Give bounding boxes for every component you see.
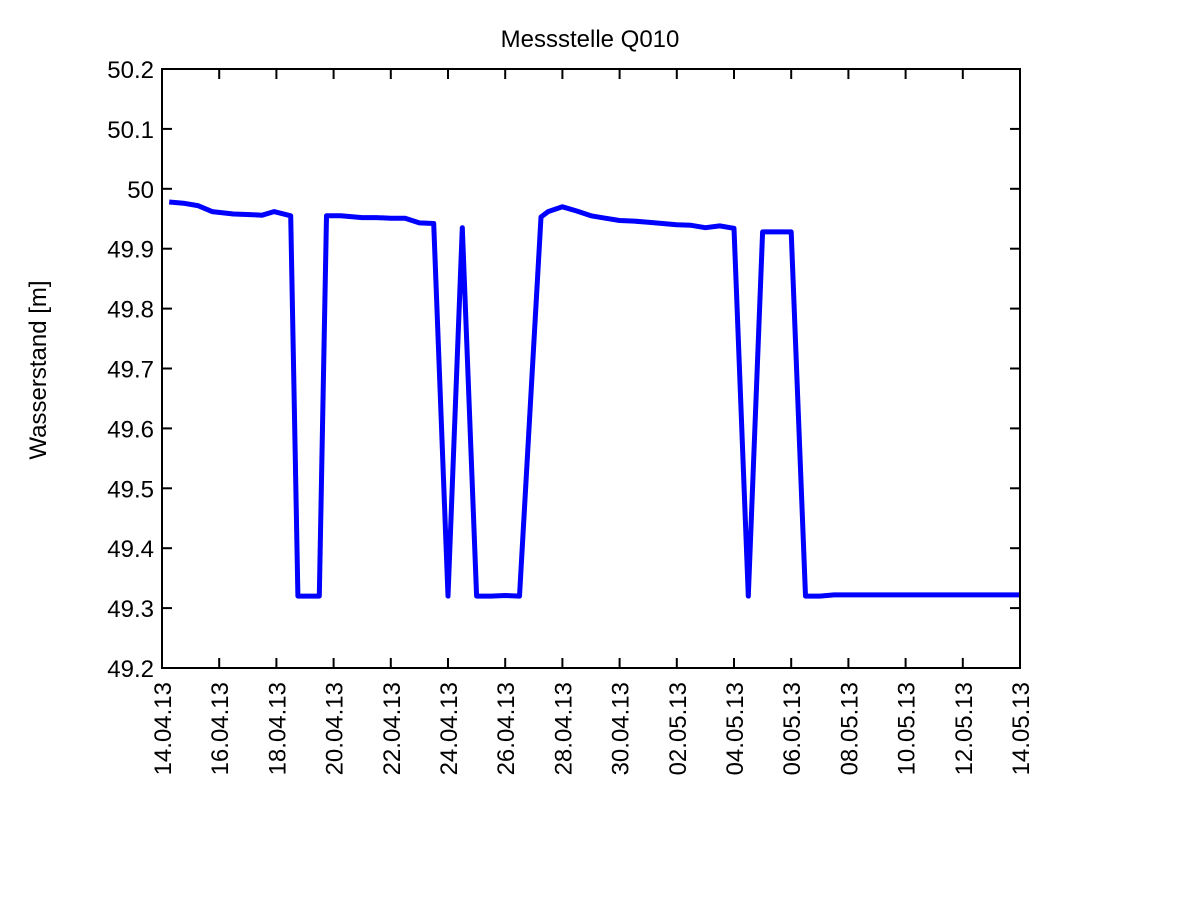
y-tick-label: 49.5 [107, 476, 154, 503]
x-tick-label: 04.05.13 [722, 682, 749, 775]
x-tick-label: 18.04.13 [264, 682, 291, 775]
x-tick-label: 10.05.13 [894, 682, 921, 775]
y-tick-label: 49.2 [107, 656, 154, 683]
y-tick-label: 49.6 [107, 416, 154, 443]
x-tick-label: 02.05.13 [665, 682, 692, 775]
series-line-0 [168, 199, 1020, 599]
x-tick-label: 12.05.13 [951, 682, 978, 775]
x-tick-label: 22.04.13 [379, 682, 406, 775]
y-tick-label: 50 [127, 177, 154, 204]
x-tick-label: 14.05.13 [1008, 682, 1035, 775]
plot-line-layer [168, 199, 1020, 599]
x-tick-label: 20.04.13 [322, 682, 349, 775]
x-tick-label: 16.04.13 [207, 682, 234, 775]
x-tick-label: 24.04.13 [436, 682, 463, 775]
y-tick-label: 49.3 [107, 596, 154, 623]
x-tick-label: 14.04.13 [150, 682, 177, 775]
y-tick-label: 49.4 [107, 536, 154, 563]
chart-title: Messstelle Q010 [501, 26, 680, 53]
x-tick-label: 26.04.13 [493, 682, 520, 775]
x-tick-label: 28.04.13 [550, 682, 577, 775]
y-tick-label: 49.7 [107, 357, 154, 384]
axes: 49.2 49.3 49.4 49.5 49.6 49.7 49.8 49.9 50 50.1 50… [107, 57, 1035, 775]
x-tick-label: 30.04.13 [608, 682, 635, 775]
x-tick-label: 06.05.13 [779, 682, 806, 775]
y-axis-label: Wasserstand [m] [25, 280, 52, 459]
plot-frame [161, 68, 1021, 669]
y-tick-label: 50.2 [107, 57, 154, 84]
y-tick-label: 49.8 [107, 297, 154, 324]
y-tick-label: 50.1 [107, 117, 154, 144]
x-tick-label: 08.05.13 [836, 682, 863, 775]
y-tick-label: 49.9 [107, 237, 154, 264]
